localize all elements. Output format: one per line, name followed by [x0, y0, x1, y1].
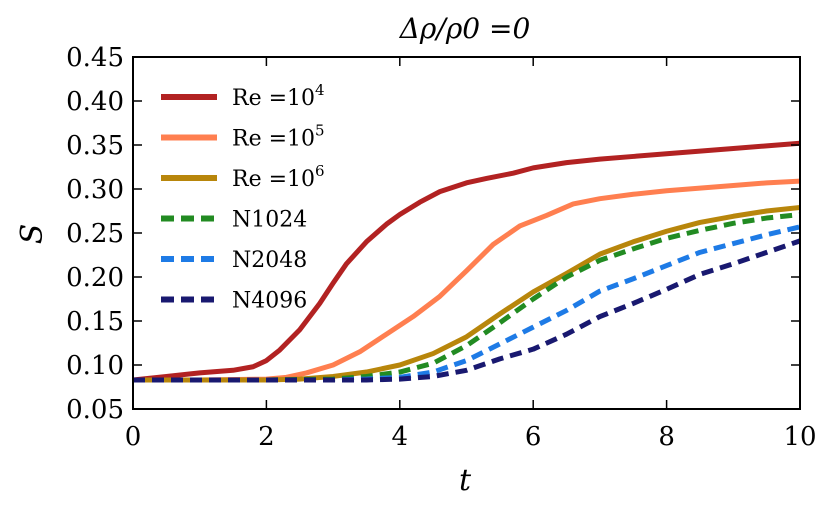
x-tick-label: 4 [392, 422, 409, 452]
y-tick-label: 0.10 [66, 351, 124, 381]
legend-entry: Re =105 [161, 122, 325, 152]
y-tick-label: 0.40 [66, 87, 124, 117]
y-tick-label: 0.45 [66, 43, 124, 73]
series-line-n1024 [133, 212, 800, 383]
series-line-n2048 [133, 224, 800, 383]
x-tick-label: 0 [125, 422, 142, 452]
legend-label: Re =104 [232, 81, 325, 111]
x-tick-label: 2 [258, 422, 275, 452]
x-tick-label: 10 [783, 422, 816, 452]
series-line-re-10-6 [133, 204, 800, 383]
y-axis-label: S [15, 224, 50, 245]
legend-entry: N2048 [161, 248, 307, 273]
y-tick-label: 0.30 [66, 175, 124, 205]
x-axis-label: t [459, 463, 472, 498]
series-line-re-10-5 [133, 178, 800, 383]
legend-label: N1024 [232, 208, 307, 233]
legend-label: Re =105 [232, 122, 325, 152]
series-line-re-10-4 [133, 140, 800, 383]
y-tick-label: 0.20 [66, 263, 124, 293]
x-tick-label: 6 [525, 422, 542, 452]
series-line-n4096 [133, 238, 800, 383]
chart-title: Δρ/ρ0 =0 [399, 12, 531, 45]
legend: Re =104 Re =105 Re =106 N1024 N2048 N4096 [161, 81, 325, 314]
axis-ticks: 0 2 4 6 8 10 0.05 0.10 0.15 0.20 0.25 0.30 0.35 0.40 0… [66, 43, 816, 452]
legend-label: N2048 [232, 248, 307, 273]
legend-entry: Re =106 [161, 162, 325, 192]
y-tick-label: 0.35 [66, 131, 124, 161]
legend-entry: N1024 [161, 208, 307, 233]
x-tick-label: 8 [658, 422, 675, 452]
plot-area [133, 140, 800, 383]
legend-label: N4096 [232, 289, 307, 314]
y-tick-label: 0.25 [66, 219, 124, 249]
y-tick-label: 0.05 [66, 395, 124, 425]
y-tick-label: 0.15 [66, 307, 124, 337]
legend-label: Re =106 [232, 162, 325, 192]
legend-entry: N4096 [161, 289, 307, 314]
legend-entry: Re =104 [161, 81, 325, 111]
